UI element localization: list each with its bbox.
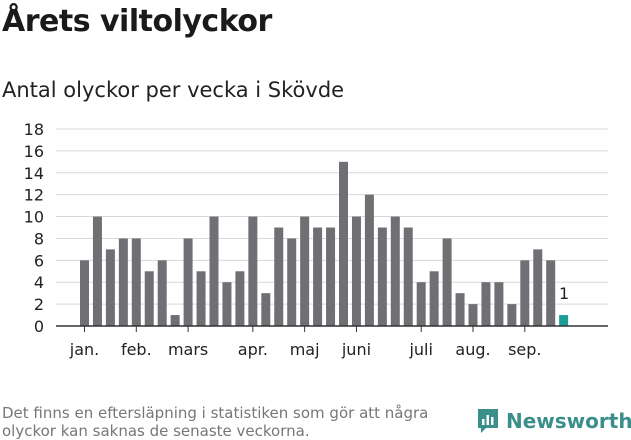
y-tick-label: 8 (34, 229, 44, 248)
page-title: Årets viltolyckor (2, 4, 272, 39)
bar (196, 271, 206, 326)
footnote: Det finns en eftersläpning i statistiken… (2, 404, 429, 440)
bar (131, 238, 141, 326)
bar (157, 260, 167, 326)
bar (390, 216, 400, 326)
bar (248, 216, 258, 326)
x-tick-label: jan. (69, 340, 99, 359)
bar (287, 238, 297, 326)
y-tick-label: 2 (34, 295, 44, 314)
bar (222, 282, 232, 326)
chart-subtitle: Antal olyckor per vecka i Skövde (2, 78, 345, 102)
bar (377, 227, 387, 326)
bar (300, 216, 310, 326)
y-tick-label: 10 (24, 208, 44, 227)
bar (144, 271, 154, 326)
y-tick-label: 12 (24, 186, 44, 205)
x-tick-label: mars (168, 340, 208, 359)
y-tick-label: 18 (24, 120, 44, 139)
bar (183, 238, 193, 326)
bar (546, 260, 556, 326)
bar (313, 227, 323, 326)
bar (92, 216, 102, 326)
bar (351, 216, 361, 326)
bar (468, 304, 478, 326)
y-tick-label: 0 (34, 317, 44, 336)
bar (455, 293, 465, 326)
bar (533, 249, 543, 326)
y-tick-label: 16 (24, 142, 44, 161)
bar (429, 271, 439, 326)
bar (261, 293, 271, 326)
bar (326, 227, 336, 326)
bar (209, 216, 219, 326)
bar (416, 282, 426, 326)
bar (403, 227, 413, 326)
weekly-accidents-bar-chart: 0 2 4 6 8 10 12 14 16 18 1 jan. feb. mars apr. maj juni j… (24, 120, 608, 359)
x-tick-label: aug. (455, 340, 490, 359)
bar (274, 227, 284, 326)
brand-name: Newsworthy (506, 409, 631, 433)
y-tick-label: 6 (34, 251, 44, 270)
bar-value-label: 1 (559, 284, 569, 303)
bar-highlight (559, 315, 569, 326)
newsworthy-logo-icon (478, 409, 498, 433)
bar (105, 249, 115, 326)
newsworthy-logo: Newsworthy (476, 407, 631, 435)
bar (339, 161, 348, 326)
bar (235, 271, 245, 326)
y-tick-label: 14 (24, 164, 44, 183)
bar (507, 304, 517, 326)
bar (494, 282, 504, 326)
x-tick-label: juli (408, 340, 432, 359)
bar (520, 260, 530, 326)
bar (442, 238, 452, 326)
x-tick-label: maj (290, 340, 320, 359)
bar (118, 238, 128, 326)
bar (364, 194, 374, 326)
x-tick-label: feb. (121, 340, 152, 359)
bar (481, 282, 491, 326)
bar (80, 260, 89, 326)
x-tick-label: sep. (508, 340, 541, 359)
x-tick-label: apr. (238, 340, 268, 359)
x-tick-label: juni (341, 340, 371, 359)
y-tick-label: 4 (34, 273, 44, 292)
bar (170, 315, 180, 326)
